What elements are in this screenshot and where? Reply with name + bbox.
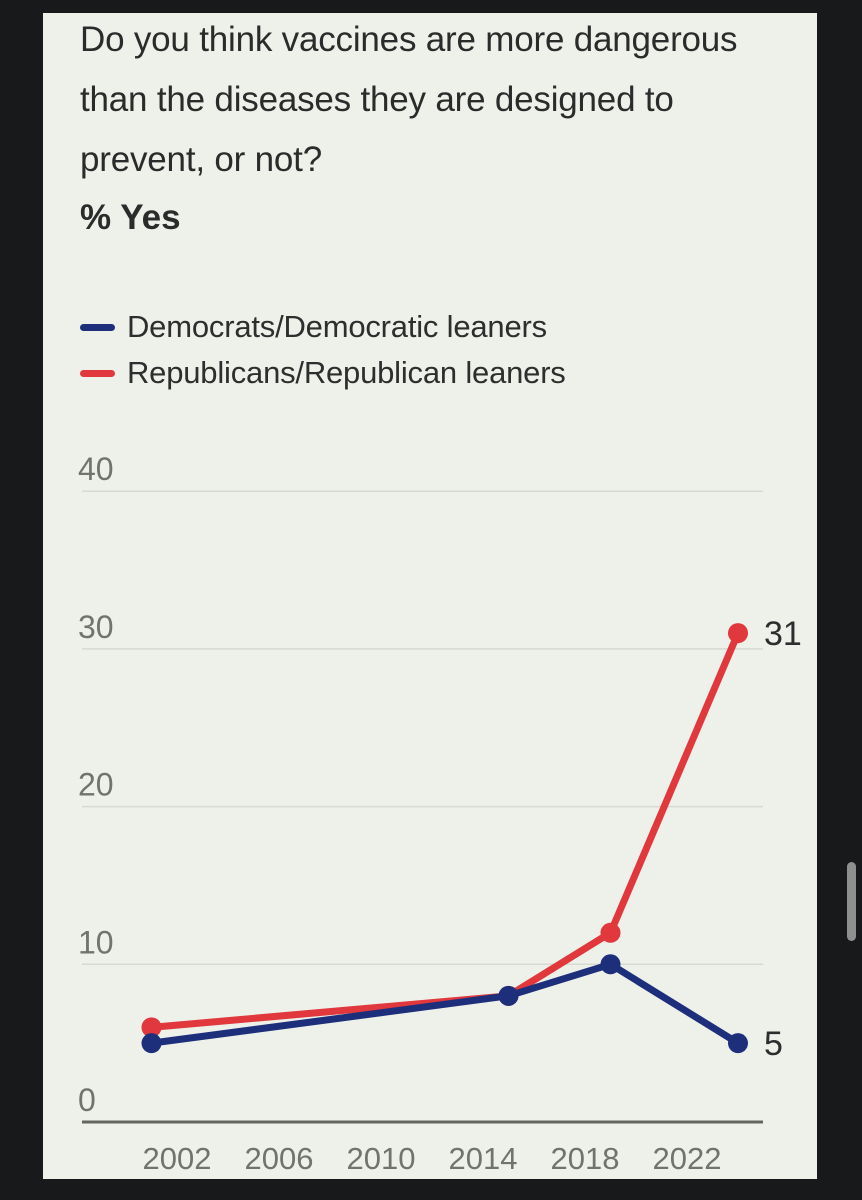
chart-title: Do you think vaccines are more dangerous… (80, 10, 738, 190)
y-tick-label: 0 (78, 1082, 96, 1118)
x-tick-label: 2014 (449, 1141, 518, 1176)
x-tick-label: 2018 (551, 1141, 620, 1176)
end-value-label: 31 (764, 615, 802, 653)
data-point (600, 954, 621, 975)
legend-item-democrats: Democrats/Democratic leaners (80, 304, 566, 350)
y-tick-label: 10 (78, 924, 114, 960)
legend-label-democrats: Democrats/Democratic leaners (127, 309, 547, 344)
end-value-label: 5 (764, 1025, 783, 1063)
chart-title-line-3: prevent, or not? (80, 140, 322, 179)
data-point (728, 1033, 748, 1054)
chart-subtitle: % Yes (80, 198, 181, 237)
y-tick-label: 20 (78, 767, 114, 803)
legend-item-republicans: Republicans/Republican leaners (80, 350, 566, 396)
legend-line-swatch-democrats-icon (80, 323, 115, 331)
data-point (600, 922, 621, 943)
x-tick-label: 2006 (245, 1141, 314, 1176)
chart-legend: Democrats/Democratic leaners Republicans… (80, 304, 566, 396)
x-tick-label: 2002 (143, 1141, 212, 1176)
data-point (141, 1017, 162, 1038)
data-point (498, 985, 519, 1006)
data-point (141, 1033, 162, 1054)
poll-chart-card: Do you think vaccines are more dangerous… (43, 13, 817, 1179)
series-line (148, 629, 742, 1031)
data-point (728, 623, 748, 644)
x-tick-label: 2010 (347, 1141, 416, 1176)
legend-line-swatch-republicans-icon (80, 369, 115, 377)
x-tick-label: 2022 (653, 1141, 722, 1176)
chart-title-line-1: Do you think vaccines are more dangerous (80, 20, 738, 59)
series-line (148, 960, 742, 1047)
chart-title-line-2: than the diseases they are designed to (80, 80, 674, 119)
legend-label-republicans: Republicans/Republican leaners (127, 355, 566, 390)
y-tick-label: 30 (78, 609, 114, 645)
y-tick-label: 40 (78, 451, 114, 487)
scrollbar-thumb[interactable] (847, 862, 856, 941)
line-chart: 0 10 20 30 40 2002 2006 2010 2014 2018 2022 5 31 (78, 451, 802, 1176)
